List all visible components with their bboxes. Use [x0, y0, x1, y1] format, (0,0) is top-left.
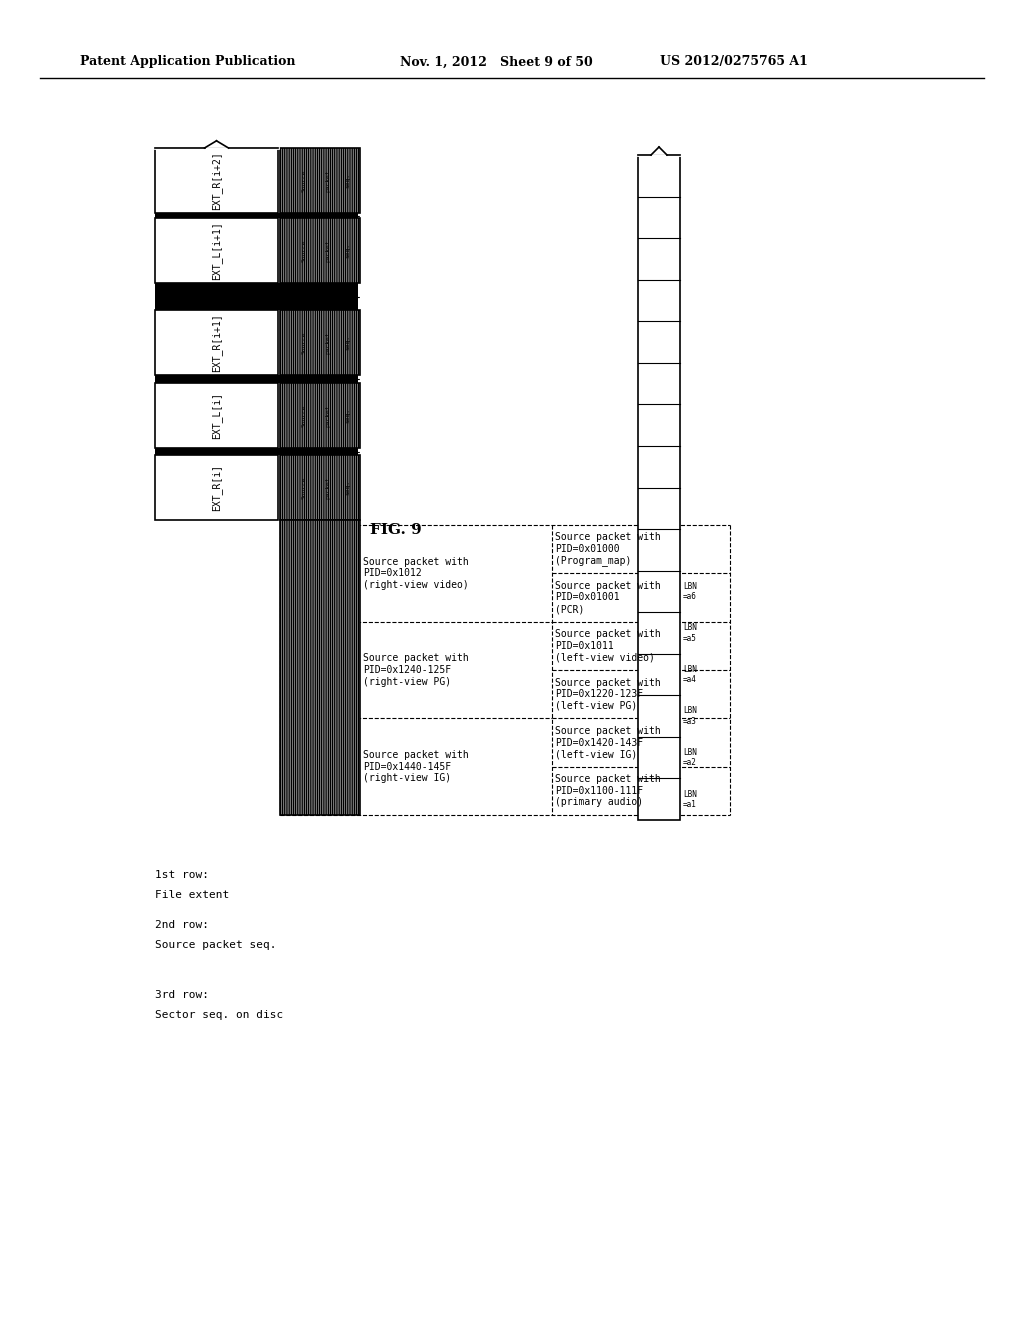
Text: seq.: seq. — [345, 173, 350, 187]
Text: 1st row:: 1st row: — [155, 870, 209, 880]
Bar — [280, 310, 360, 375]
Bar — [155, 218, 278, 282]
Text: EXT_L[i]: EXT_L[i] — [211, 392, 222, 440]
Bar — [280, 148, 360, 213]
Text: seq.: seq. — [345, 408, 350, 422]
Text: EXT_L[i+1]: EXT_L[i+1] — [211, 222, 222, 280]
Text: Sector seq. on disc: Sector seq. on disc — [155, 1010, 284, 1020]
Text: Source: Source — [301, 477, 306, 499]
Text: File extent: File extent — [155, 890, 229, 900]
Text: packet: packet — [326, 331, 331, 354]
Text: LBN
=a4: LBN =a4 — [683, 665, 697, 684]
Text: Sheet 9 of 50: Sheet 9 of 50 — [500, 55, 593, 69]
Text: seq.: seq. — [345, 335, 350, 350]
Text: seq.: seq. — [345, 480, 350, 495]
Text: seq.: seq. — [345, 243, 350, 257]
Bar — [155, 282, 358, 310]
Text: EXT_R[i+2]: EXT_R[i+2] — [211, 150, 222, 210]
Text: Source packet with
PID=0x1012
(right-view video): Source packet with PID=0x1012 (right-vie… — [362, 557, 469, 590]
Text: LBN
=a3: LBN =a3 — [683, 706, 697, 726]
Text: US 2012/0275765 A1: US 2012/0275765 A1 — [660, 55, 808, 69]
Bar — [155, 383, 278, 447]
Bar — [280, 455, 360, 520]
Bar — [155, 447, 358, 455]
Bar — [155, 455, 278, 520]
Text: Source packet with
PID=0x1220-123F
(left-view PG): Source packet with PID=0x1220-123F (left… — [555, 677, 660, 710]
Text: Source packet with
PID=0x1240-125F
(right-view PG): Source packet with PID=0x1240-125F (righ… — [362, 653, 469, 686]
Text: Source packet seq.: Source packet seq. — [155, 940, 276, 950]
Text: Source packet with
PID=0x01000
(Program_map): Source packet with PID=0x01000 (Program_… — [555, 532, 660, 566]
Text: FIG. 9: FIG. 9 — [370, 523, 422, 537]
Bar — [155, 310, 278, 375]
Text: packet: packet — [326, 404, 331, 426]
Text: Source: Source — [301, 169, 306, 191]
Bar — [155, 213, 358, 218]
Text: Source packet with
PID=0x1420-143F
(left-view IG): Source packet with PID=0x1420-143F (left… — [555, 726, 660, 759]
Text: 2nd row:: 2nd row: — [155, 920, 209, 931]
Bar — [155, 148, 278, 213]
Text: Source: Source — [301, 331, 306, 354]
Text: LBN
=a2: LBN =a2 — [683, 748, 697, 767]
Text: 3rd row:: 3rd row: — [155, 990, 209, 1001]
Text: Source: Source — [301, 239, 306, 261]
Text: Source: Source — [301, 404, 306, 426]
Text: packet: packet — [326, 477, 331, 499]
Bar — [155, 375, 358, 383]
Bar — [638, 154, 680, 820]
Text: Source packet with
PID=0x1440-145F
(right-view IG): Source packet with PID=0x1440-145F (righ… — [362, 750, 469, 783]
Text: LBN
=a5: LBN =a5 — [683, 623, 697, 643]
Text: Patent Application Publication: Patent Application Publication — [80, 55, 296, 69]
Text: packet: packet — [326, 239, 331, 261]
Text: EXT_R[i+1]: EXT_R[i+1] — [211, 313, 222, 372]
Text: packet: packet — [326, 169, 331, 191]
Text: Source packet with
PID=0x1011
(left-view video): Source packet with PID=0x1011 (left-view… — [555, 630, 660, 663]
Text: LBN
=a6: LBN =a6 — [683, 582, 697, 601]
Text: LBN
=a1: LBN =a1 — [683, 789, 697, 809]
Text: Source packet with
PID=0x01001
(PCR): Source packet with PID=0x01001 (PCR) — [555, 581, 660, 614]
Bar — [280, 383, 360, 447]
Bar — [280, 520, 360, 814]
Text: Nov. 1, 2012: Nov. 1, 2012 — [400, 55, 486, 69]
Bar — [280, 218, 360, 282]
Text: Source packet with
PID=0x1100-111F
(primary audio): Source packet with PID=0x1100-111F (prim… — [555, 775, 660, 808]
Text: EXT_R[i]: EXT_R[i] — [211, 465, 222, 511]
